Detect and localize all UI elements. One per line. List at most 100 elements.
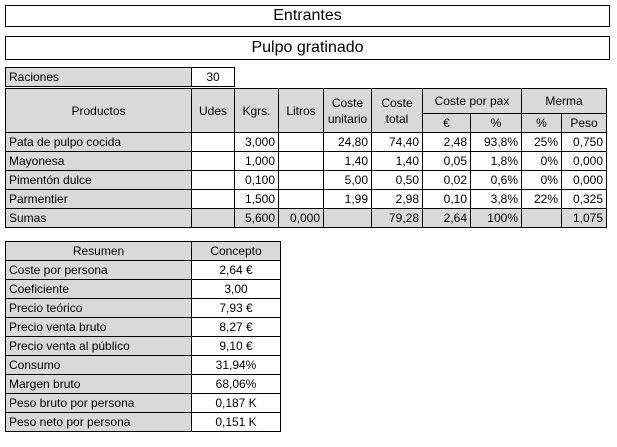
resumen-row: Precio teórico 7,93 € — [5, 298, 281, 318]
resumen-row: Precio venta bruto 8,27 € — [5, 317, 281, 337]
raciones-label: Raciones — [5, 67, 192, 87]
row-producto: Parmentier — [5, 189, 192, 209]
sumas-row: Sumas 5,600 0,000 79,28 2,64 100% 1,075 — [5, 208, 607, 228]
row-pax-euro: 2,48 — [422, 132, 471, 152]
header-coste-total: Coste total — [371, 88, 423, 133]
raciones-value[interactable]: 30 — [191, 67, 235, 87]
header-coste-total-line2: total — [385, 111, 409, 126]
sumas-udes — [191, 208, 235, 228]
row-pax-pct: 3,8% — [470, 189, 522, 209]
resumen-value: 2,64 € — [191, 260, 281, 280]
header-coste-unitario: Coste unitario — [323, 88, 372, 133]
header-peso: Peso — [561, 113, 607, 133]
sumas-coste-unitario — [323, 208, 372, 228]
resumen-value: 31,94% — [191, 355, 281, 375]
resumen-value: 8,27 € — [191, 317, 281, 337]
concepto-header: Concepto — [191, 241, 281, 261]
table-row: Pata de pulpo cocida 3,000 24,80 74,40 2… — [5, 132, 607, 152]
row-udes[interactable] — [191, 189, 235, 209]
row-kgrs[interactable]: 3,000 — [234, 132, 279, 152]
row-coste-unitario[interactable]: 1,99 — [323, 189, 372, 209]
row-litros[interactable] — [278, 189, 324, 209]
row-udes[interactable] — [191, 151, 235, 171]
row-pax-pct: 1,8% — [470, 151, 522, 171]
row-merma-pct[interactable]: 0% — [521, 170, 562, 190]
resumen-label: Peso bruto por persona — [5, 393, 192, 413]
resumen-value[interactable]: 3,00 — [191, 279, 281, 299]
sumas-coste-total: 79,28 — [371, 208, 423, 228]
dish-title: Pulpo gratinado — [5, 36, 610, 60]
resumen-value: 9,10 € — [191, 336, 281, 356]
row-merma-pct[interactable]: 22% — [521, 189, 562, 209]
row-udes[interactable] — [191, 170, 235, 190]
resumen-value: 68,06% — [191, 374, 281, 394]
row-merma-pct[interactable]: 25% — [521, 132, 562, 152]
row-pax-pct: 93,8% — [470, 132, 522, 152]
header-litros: Litros — [278, 88, 324, 133]
header-coste-por-pax: Coste por pax — [422, 88, 522, 114]
resumen-value: 7,93 € — [191, 298, 281, 318]
sumas-label: Sumas — [5, 208, 192, 228]
row-litros[interactable] — [278, 151, 324, 171]
row-coste-total: 2,98 — [371, 189, 423, 209]
header-kgrs: Kgrs. — [234, 88, 279, 133]
row-merma-pct[interactable]: 0% — [521, 151, 562, 171]
row-coste-unitario[interactable]: 24,80 — [323, 132, 372, 152]
row-udes[interactable] — [191, 132, 235, 152]
row-coste-total: 0,50 — [371, 170, 423, 190]
resumen-row: Margen bruto 68,06% — [5, 374, 281, 394]
header-pax-euro: € — [422, 113, 471, 133]
resumen-row: Peso neto por persona 0,151 K — [5, 412, 281, 432]
row-litros[interactable] — [278, 170, 324, 190]
sumas-pax-euro: 2,64 — [422, 208, 471, 228]
row-producto: Pata de pulpo cocida — [5, 132, 192, 152]
row-kgrs[interactable]: 1,500 — [234, 189, 279, 209]
sumas-kgrs: 5,600 — [234, 208, 279, 228]
resumen-label: Coeficiente — [5, 279, 192, 299]
row-pax-euro: 0,02 — [422, 170, 471, 190]
row-coste-unitario[interactable]: 1,40 — [323, 151, 372, 171]
resumen-label: Precio teórico — [5, 298, 192, 318]
header-merma: Merma — [521, 88, 607, 114]
header-coste-unitario-line1: Coste — [331, 95, 364, 110]
raciones-table: Raciones 30 — [5, 67, 235, 87]
resumen-label: Consumo — [5, 355, 192, 375]
header-merma-pct: % — [521, 113, 562, 133]
table-row: Mayonesa 1,000 1,40 1,40 0,05 1,8% 0% 0,… — [5, 151, 607, 171]
sumas-pax-pct: 100% — [470, 208, 522, 228]
row-pax-euro: 0,10 — [422, 189, 471, 209]
resumen-table: Resumen Concepto Coste por persona 2,64 … — [5, 241, 281, 432]
resumen-row: Precio venta al público 9,10 € — [5, 336, 281, 356]
row-litros[interactable] — [278, 132, 324, 152]
sumas-litros: 0,000 — [278, 208, 324, 228]
header-coste-unitario-line2: unitario — [327, 111, 368, 126]
row-pax-euro: 0,05 — [422, 151, 471, 171]
header-udes: Udes — [191, 88, 235, 133]
resumen-row: Peso bruto por persona 0,187 K — [5, 393, 281, 413]
row-kgrs[interactable]: 1,000 — [234, 151, 279, 171]
resumen-label: Precio venta al público — [5, 336, 192, 356]
row-peso: 0,000 — [561, 170, 607, 190]
sumas-merma-pct — [521, 208, 562, 228]
ingredients-table: Productos Udes Kgrs. Litros Coste unitar… — [5, 88, 607, 228]
resumen-label: Margen bruto — [5, 374, 192, 394]
header-productos: Productos — [5, 88, 192, 133]
resumen-value: 0,187 K — [191, 393, 281, 413]
row-kgrs[interactable]: 0,100 — [234, 170, 279, 190]
row-coste-unitario[interactable]: 5,00 — [323, 170, 372, 190]
table-row: Parmentier 1,500 1,99 2,98 0,10 3,8% 22%… — [5, 189, 607, 209]
row-peso: 0,000 — [561, 151, 607, 171]
resumen-row: Consumo 31,94% — [5, 355, 281, 375]
row-coste-total: 1,40 — [371, 151, 423, 171]
row-peso: 0,750 — [561, 132, 607, 152]
resumen-label: Coste por persona — [5, 260, 192, 280]
resumen-label: Peso neto por persona — [5, 412, 192, 432]
table-row: Pimentón dulce 0,100 5,00 0,50 0,02 0,6%… — [5, 170, 607, 190]
header-coste-total-line1: Coste — [381, 95, 413, 110]
sumas-peso: 1,075 — [561, 208, 607, 228]
resumen-row: Coste por persona 2,64 € — [5, 260, 281, 280]
row-producto: Pimentón dulce — [5, 170, 192, 190]
header-pax-pct: % — [470, 113, 522, 133]
resumen-label: Precio venta bruto — [5, 317, 192, 337]
category-title: Entrantes — [5, 5, 610, 27]
